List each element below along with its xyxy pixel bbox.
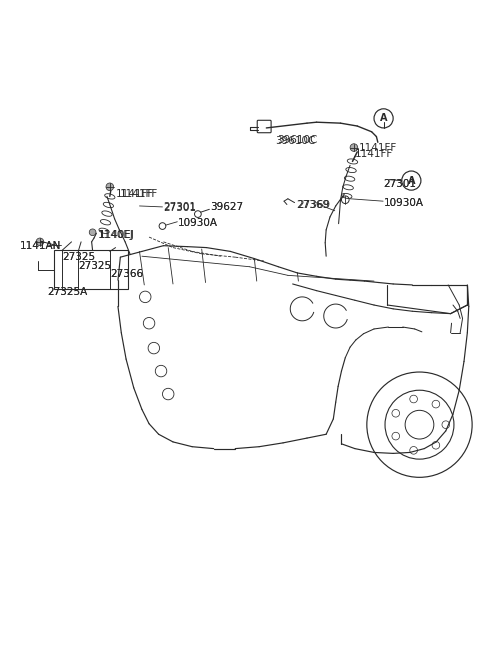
Text: A: A: [380, 113, 387, 123]
Text: 27301: 27301: [163, 203, 196, 213]
Text: 27301: 27301: [384, 180, 417, 190]
Text: 27366: 27366: [110, 270, 143, 279]
Circle shape: [89, 229, 96, 236]
Text: 27325: 27325: [62, 252, 95, 262]
Text: 27325: 27325: [62, 252, 95, 262]
FancyBboxPatch shape: [257, 120, 271, 133]
Text: 27325A: 27325A: [48, 287, 88, 297]
Text: 10930A: 10930A: [178, 218, 218, 228]
Text: 39610C: 39610C: [277, 135, 318, 145]
Text: 27325: 27325: [79, 261, 112, 271]
Text: 1141FF: 1141FF: [355, 150, 393, 159]
Text: 1141FF: 1141FF: [120, 189, 157, 199]
Text: 27301: 27301: [384, 180, 417, 190]
FancyBboxPatch shape: [54, 251, 129, 289]
Circle shape: [350, 144, 358, 152]
Circle shape: [402, 171, 421, 190]
Text: 39610C: 39610C: [275, 136, 315, 146]
Circle shape: [36, 238, 44, 246]
Text: 1141FF: 1141FF: [359, 142, 397, 153]
Text: 27325A: 27325A: [48, 287, 88, 297]
Text: 27325: 27325: [78, 261, 111, 271]
Text: 10930A: 10930A: [178, 218, 218, 228]
Text: 1140EJ: 1140EJ: [97, 230, 133, 239]
Text: 1141AN: 1141AN: [20, 241, 61, 251]
Text: 1140EJ: 1140EJ: [99, 230, 135, 239]
Circle shape: [374, 109, 393, 128]
Text: 39627: 39627: [210, 203, 243, 213]
Text: 27369: 27369: [297, 199, 330, 209]
Text: 10930A: 10930A: [384, 197, 423, 207]
Text: 27301: 27301: [163, 203, 196, 213]
Text: 1141AN: 1141AN: [20, 241, 61, 251]
Text: 10930A: 10930A: [384, 197, 423, 207]
Text: 27369: 27369: [298, 199, 331, 209]
Text: 39627: 39627: [210, 203, 243, 213]
Circle shape: [106, 183, 114, 191]
Text: A: A: [408, 176, 415, 186]
Text: 27366: 27366: [110, 269, 143, 279]
Text: 1141FF: 1141FF: [116, 188, 154, 199]
